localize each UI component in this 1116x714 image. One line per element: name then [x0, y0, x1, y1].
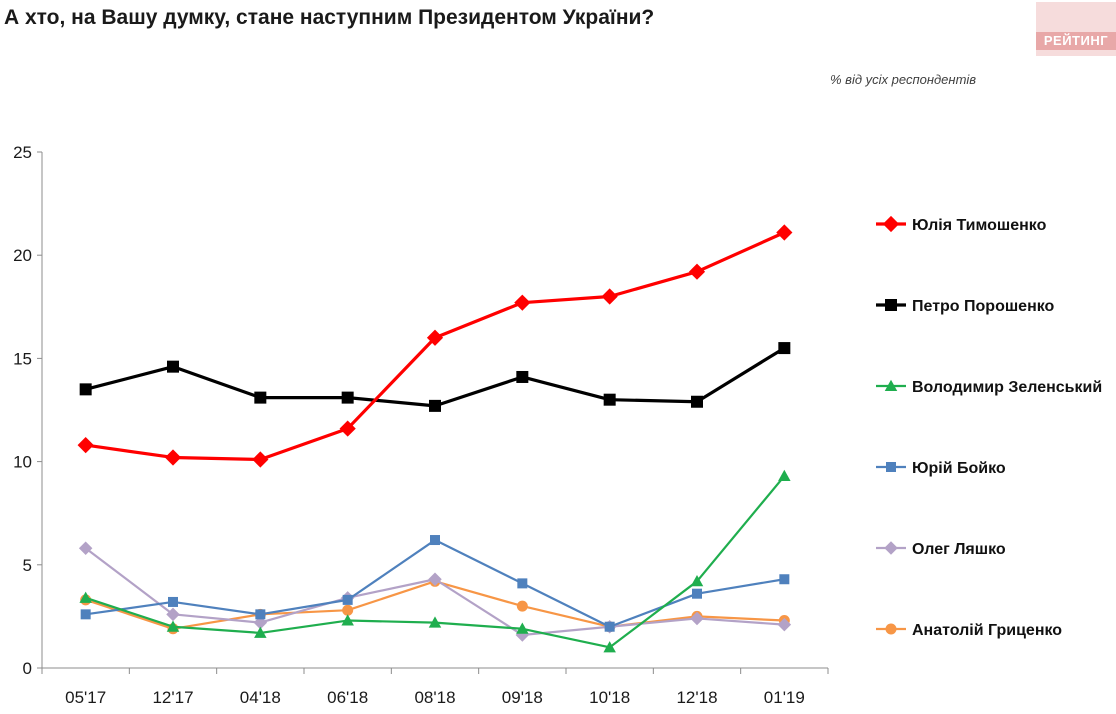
legend-entry: Юлія Тимошенко [912, 217, 1047, 234]
x-tick-label: 08'18 [414, 688, 455, 707]
data-point [690, 575, 704, 587]
data-point [691, 395, 703, 408]
data-point [80, 609, 91, 620]
x-tick-label: 01'19 [764, 688, 805, 707]
data-point [514, 294, 531, 311]
y-tick-label: 25 [13, 143, 32, 162]
legend-marker [885, 299, 897, 311]
y-tick-label: 20 [13, 246, 32, 265]
logo-text: РЕЙТИНГ [1043, 33, 1109, 48]
legend-entry: Петро Порошенко [912, 298, 1055, 315]
data-point [339, 420, 356, 437]
data-point [516, 622, 529, 634]
chart-subtitle: % від усіх респондентів [830, 72, 977, 87]
data-point [164, 449, 182, 466]
data-point [428, 572, 442, 586]
data-point [254, 626, 267, 638]
data-point [430, 535, 440, 546]
legend-marker [884, 541, 898, 555]
data-point [166, 620, 180, 632]
x-tick-label: 09'18 [502, 688, 543, 707]
data-point [601, 288, 618, 305]
data-point [342, 604, 354, 616]
data-point [78, 541, 93, 556]
series-line [85, 231, 785, 462]
data-point [426, 329, 444, 346]
logo-strip [1036, 32, 1116, 50]
data-point [516, 600, 528, 612]
data-point [77, 436, 94, 454]
data-point [778, 342, 791, 355]
x-tick-label: 12'18 [676, 688, 717, 707]
legend-entry: Олег Ляшко [912, 541, 1006, 558]
data-point [516, 370, 529, 383]
data-point [692, 588, 702, 599]
data-point [603, 393, 616, 406]
legend-entry: Володимир Зеленський [912, 379, 1102, 396]
data-point [79, 591, 92, 603]
series-line [85, 346, 786, 408]
y-tick-label: 0 [23, 659, 32, 678]
data-point [428, 616, 442, 628]
chart-title: А хто, на Вашу думку, стане наступним Пр… [4, 6, 655, 29]
data-point [779, 574, 790, 585]
rating-logo: РЕЙТИНГ [1036, 2, 1116, 56]
data-point [168, 596, 178, 607]
data-point [341, 614, 354, 626]
data-point [688, 263, 706, 280]
x-tick-label: 10'18 [589, 688, 630, 707]
y-tick-label: 10 [13, 453, 32, 472]
data-point [690, 611, 704, 626]
data-point [603, 641, 616, 653]
data-point [341, 391, 354, 404]
legend-entry: Юрій Бойко [912, 460, 1006, 477]
data-point [166, 607, 180, 622]
legend-marker [884, 379, 898, 391]
y-tick-label: 5 [23, 556, 32, 575]
x-tick-label: 12'17 [152, 688, 193, 707]
data-point [79, 383, 92, 396]
data-point [429, 399, 441, 412]
x-tick-label: 06'18 [327, 688, 368, 707]
legend-entry: Анатолій Гриценко [912, 622, 1062, 639]
data-point [777, 617, 792, 632]
legend-marker [882, 215, 900, 233]
y-tick-label: 15 [13, 349, 32, 368]
x-tick-label: 04'18 [240, 688, 281, 707]
data-point [342, 594, 353, 605]
data-point [604, 621, 615, 632]
legend-marker [886, 462, 896, 472]
data-point [776, 224, 793, 241]
data-point [167, 360, 179, 373]
data-point [254, 391, 267, 404]
data-point [252, 451, 269, 468]
data-point [517, 578, 528, 589]
data-point [255, 609, 266, 620]
data-point [778, 469, 791, 482]
legend-marker [885, 623, 897, 635]
x-tick-label: 05'17 [65, 688, 106, 707]
